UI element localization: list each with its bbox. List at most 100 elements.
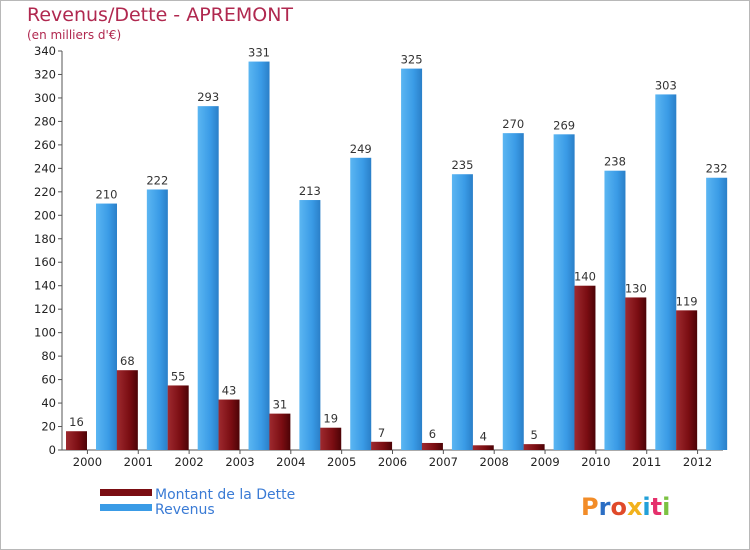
revenue-bar xyxy=(146,189,168,450)
y-tick-label: 140 xyxy=(34,279,56,293)
y-tick-label: 300 xyxy=(34,91,56,105)
x-tick-label: 2005 xyxy=(327,455,356,469)
revenue-value-label: 325 xyxy=(401,53,423,67)
y-tick-label: 220 xyxy=(34,185,56,199)
y-tick-label: 100 xyxy=(34,326,56,340)
debt-bar xyxy=(66,431,87,450)
revenue-bar xyxy=(655,94,677,450)
logo-letter: x xyxy=(627,493,643,521)
debt-value-label: 31 xyxy=(273,398,288,412)
y-tick-label: 200 xyxy=(34,208,56,222)
x-tick-label: 2000 xyxy=(73,455,102,469)
revenue-value-label: 232 xyxy=(706,162,728,176)
debt-bar xyxy=(167,385,189,450)
legend-swatch-debt xyxy=(100,489,152,496)
debt-value-label: 43 xyxy=(222,384,237,398)
revenue-bar xyxy=(248,61,270,450)
debt-value-label: 7 xyxy=(378,426,385,440)
debt-bar xyxy=(116,370,138,450)
proxiti-logo: Proxiti xyxy=(581,493,670,521)
logo-letter: r xyxy=(599,493,611,521)
revenue-bar xyxy=(299,200,321,450)
chart-title: Revenus/Dette - APREMONT xyxy=(27,4,294,26)
y-tick-label: 120 xyxy=(34,302,56,316)
revenue-bar xyxy=(401,68,423,451)
debt-value-label: 140 xyxy=(574,270,596,284)
revenue-bar xyxy=(451,174,473,450)
x-tick-label: 2010 xyxy=(581,455,610,469)
revenue-bar xyxy=(706,177,728,450)
debt-value-label: 6 xyxy=(429,427,436,441)
x-tick-label: 2006 xyxy=(378,455,407,469)
revenue-value-label: 235 xyxy=(451,158,473,172)
y-tick-label: 280 xyxy=(34,114,56,128)
y-tick-label: 80 xyxy=(41,349,56,363)
y-tick-label: 20 xyxy=(41,420,56,434)
debt-bar xyxy=(371,441,393,450)
legend-label-revenue: Revenus xyxy=(155,502,215,518)
debt-value-label: 19 xyxy=(323,412,338,426)
x-tick-label: 2002 xyxy=(174,455,203,469)
revenue-bar xyxy=(502,133,524,450)
x-tick-label: 2012 xyxy=(683,455,712,469)
debt-bar xyxy=(218,399,240,450)
debt-value-label: 16 xyxy=(69,415,84,429)
logo-letter: t xyxy=(651,493,662,521)
revenue-value-label: 270 xyxy=(502,117,524,131)
debt-bar xyxy=(574,285,596,450)
data-labels: 16 210 68 222 55 293 43 331 31 213 19 249 7 325 6 235 4 2… xyxy=(69,46,727,444)
debt-value-label: 68 xyxy=(120,354,135,368)
debt-bar xyxy=(269,413,291,450)
debt-bar xyxy=(676,310,698,450)
revenue-value-label: 213 xyxy=(299,184,321,198)
y-tick-label: 240 xyxy=(34,161,56,175)
y-tick-label: 0 xyxy=(49,443,56,457)
legend-swatch-revenue xyxy=(100,504,152,511)
y-tick-label: 180 xyxy=(34,232,56,246)
revenue-bar xyxy=(350,157,372,450)
debt-value-label: 5 xyxy=(530,428,537,442)
logo-letter: o xyxy=(610,493,627,521)
bars xyxy=(66,61,728,451)
y-tick-label: 160 xyxy=(34,255,56,269)
debt-bar xyxy=(320,427,342,450)
x-tick-label: 2009 xyxy=(530,455,559,469)
debt-value-label: 55 xyxy=(171,369,186,383)
revenue-value-label: 293 xyxy=(197,90,219,104)
logo-letter: i xyxy=(662,493,670,521)
y-tick-label: 340 xyxy=(34,44,56,58)
revenue-value-label: 222 xyxy=(146,173,168,187)
logo-text: Proxiti xyxy=(581,493,670,521)
y-tick-label: 60 xyxy=(41,373,56,387)
revenue-bar xyxy=(197,106,219,450)
revenue-value-label: 303 xyxy=(655,78,677,92)
x-tick-label: 2004 xyxy=(276,455,305,469)
y-tick-label: 320 xyxy=(34,67,56,81)
axes: 0 20 40 60 80 100 120 140 160 180 200 220 240 260 280 3… xyxy=(34,44,723,469)
revenue-value-label: 331 xyxy=(248,46,270,60)
revenue-value-label: 238 xyxy=(604,155,626,169)
logo-letter: i xyxy=(642,493,650,521)
legend-label-debt: Montant de la Dette xyxy=(155,487,295,503)
chart-subtitle: (en milliers d'€) xyxy=(27,28,122,42)
y-tick-label: 40 xyxy=(41,396,56,410)
revenue-bar xyxy=(604,170,626,450)
x-tick-label: 2003 xyxy=(225,455,254,469)
debt-value-label: 130 xyxy=(625,281,647,295)
x-tick-label: 2007 xyxy=(429,455,458,469)
x-tick-label: 2008 xyxy=(480,455,509,469)
debt-bar xyxy=(421,442,443,450)
debt-bar xyxy=(625,297,647,450)
debt-bar xyxy=(472,445,494,450)
revenue-value-label: 249 xyxy=(350,142,372,156)
revenue-bar xyxy=(96,203,117,450)
y-tick-label: 260 xyxy=(34,138,56,152)
debt-bar xyxy=(523,444,545,450)
debt-value-label: 4 xyxy=(480,429,487,443)
logo-letter: P xyxy=(581,493,599,521)
revenue-bar xyxy=(553,134,575,450)
x-tick-label: 2011 xyxy=(632,455,661,469)
revenue-value-label: 269 xyxy=(553,118,575,132)
